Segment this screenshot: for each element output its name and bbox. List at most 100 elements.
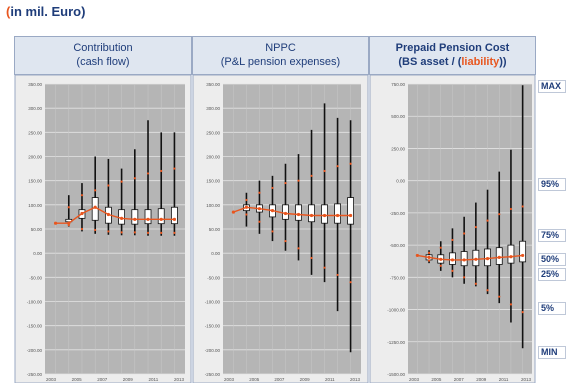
p5-point (245, 213, 248, 216)
p95-point (120, 180, 123, 183)
y-tick-label: -250.00 (390, 211, 406, 216)
x-tick-label: 2009 (476, 377, 487, 382)
x-tick-label: 2003 (224, 377, 235, 382)
p5-point (146, 231, 150, 234)
y-tick-label: -50.00 (29, 275, 42, 280)
p5-point (486, 289, 489, 292)
panel-header-contribution: Contribution (cash flow) (14, 36, 192, 75)
pct-label-5: 5% (538, 302, 566, 315)
p95-point (323, 169, 326, 173)
y-tick-label: 0.00 (33, 251, 42, 256)
p5-point (258, 220, 261, 223)
median-point (427, 255, 431, 259)
median-point (93, 205, 97, 209)
p95-point (67, 206, 70, 209)
y-tick-label: 0.00 (211, 251, 220, 256)
p5-point (323, 266, 326, 269)
y-tick-label: 150.00 (28, 179, 42, 184)
median-point (497, 255, 501, 259)
panel-title-line2: (P&L pension expenses) (220, 56, 341, 68)
pct-label-min: MIN (538, 346, 566, 359)
p95-point (245, 198, 248, 202)
box (334, 203, 341, 224)
x-tick-label: 2007 (454, 377, 465, 382)
p95-point (271, 186, 274, 190)
pct-label-25: 25% (538, 268, 566, 281)
unit-title-paren: ( (6, 4, 11, 19)
x-tick-label: 2003 (46, 377, 57, 382)
box (295, 204, 302, 221)
p95-point (427, 251, 431, 254)
unit-title: (in mil. Euro) (6, 4, 85, 19)
y-tick-label: 500.00 (391, 114, 405, 119)
median-point (257, 207, 262, 211)
median-point (521, 253, 525, 258)
y-tick-label: 200.00 (28, 155, 42, 160)
pct-label-75: 75% (538, 229, 566, 242)
median-point (322, 213, 327, 218)
median-point (283, 211, 288, 216)
p5-point (474, 282, 477, 285)
y-tick-label: -150.00 (27, 324, 43, 329)
box (131, 209, 139, 225)
median-point (485, 257, 490, 261)
p5-point (173, 231, 176, 234)
p5-point (509, 303, 513, 306)
y-tick-label: -150.00 (205, 324, 221, 329)
y-tick-label: 350.00 (28, 82, 42, 87)
median-point (462, 258, 466, 262)
p5-point (349, 281, 352, 284)
p5-point (94, 228, 97, 232)
pct-label-max: MAX (538, 80, 566, 93)
chart-1: 350.00 300.00 250.00 200.00 150.00 100.00 50.0… (192, 74, 369, 383)
y-tick-label: -200.00 (205, 348, 221, 353)
x-tick-label: 2009 (300, 377, 311, 382)
median-point (172, 217, 177, 221)
p95-point (310, 174, 313, 177)
p5-point (271, 230, 274, 233)
p5-point (336, 273, 339, 277)
x-tick-label: 2013 (174, 377, 185, 382)
panel-title-line2-post: )) (499, 56, 507, 68)
y-tick-label: -250.00 (205, 372, 221, 377)
panel-title-line1: Prepaid Pension Cost (395, 42, 510, 54)
plot-area (408, 84, 532, 374)
panel-title-liability: liability (461, 56, 500, 68)
p95-point (107, 184, 110, 187)
p5-point (133, 231, 136, 234)
y-tick-label: -250.00 (27, 372, 43, 377)
median-point (439, 257, 443, 261)
box (519, 240, 527, 263)
p95-point (451, 238, 454, 242)
median-point (120, 216, 124, 220)
x-tick-label: 2003 (409, 377, 420, 382)
p5-point (107, 230, 110, 233)
p95-point (498, 213, 501, 216)
p5-point (521, 311, 524, 314)
p95-point (133, 177, 136, 180)
p95-point (474, 225, 477, 229)
box (347, 197, 354, 225)
p5-point (498, 295, 501, 298)
x-tick-label: 2009 (123, 377, 134, 382)
x-tick-label: 2011 (499, 377, 509, 382)
median-point (509, 255, 513, 259)
box (144, 209, 152, 225)
box (308, 204, 315, 223)
p95-point (160, 169, 163, 173)
x-tick-label: 2007 (97, 377, 108, 382)
p5-point (284, 239, 287, 243)
y-tick-label: 250.00 (206, 130, 220, 135)
p95-point (258, 191, 261, 194)
p95-point (80, 194, 84, 197)
y-tick-label: 300.00 (206, 106, 220, 111)
panel-title-line2: (cash flow) (76, 56, 130, 68)
p95-point (94, 189, 97, 192)
panel-title-line2: (BS asset / (liability)) (370, 55, 535, 69)
median-point (296, 212, 301, 217)
median-point (309, 213, 314, 218)
y-tick-label: 300.00 (28, 106, 42, 111)
p95-point (509, 207, 513, 211)
median-point (159, 217, 163, 221)
